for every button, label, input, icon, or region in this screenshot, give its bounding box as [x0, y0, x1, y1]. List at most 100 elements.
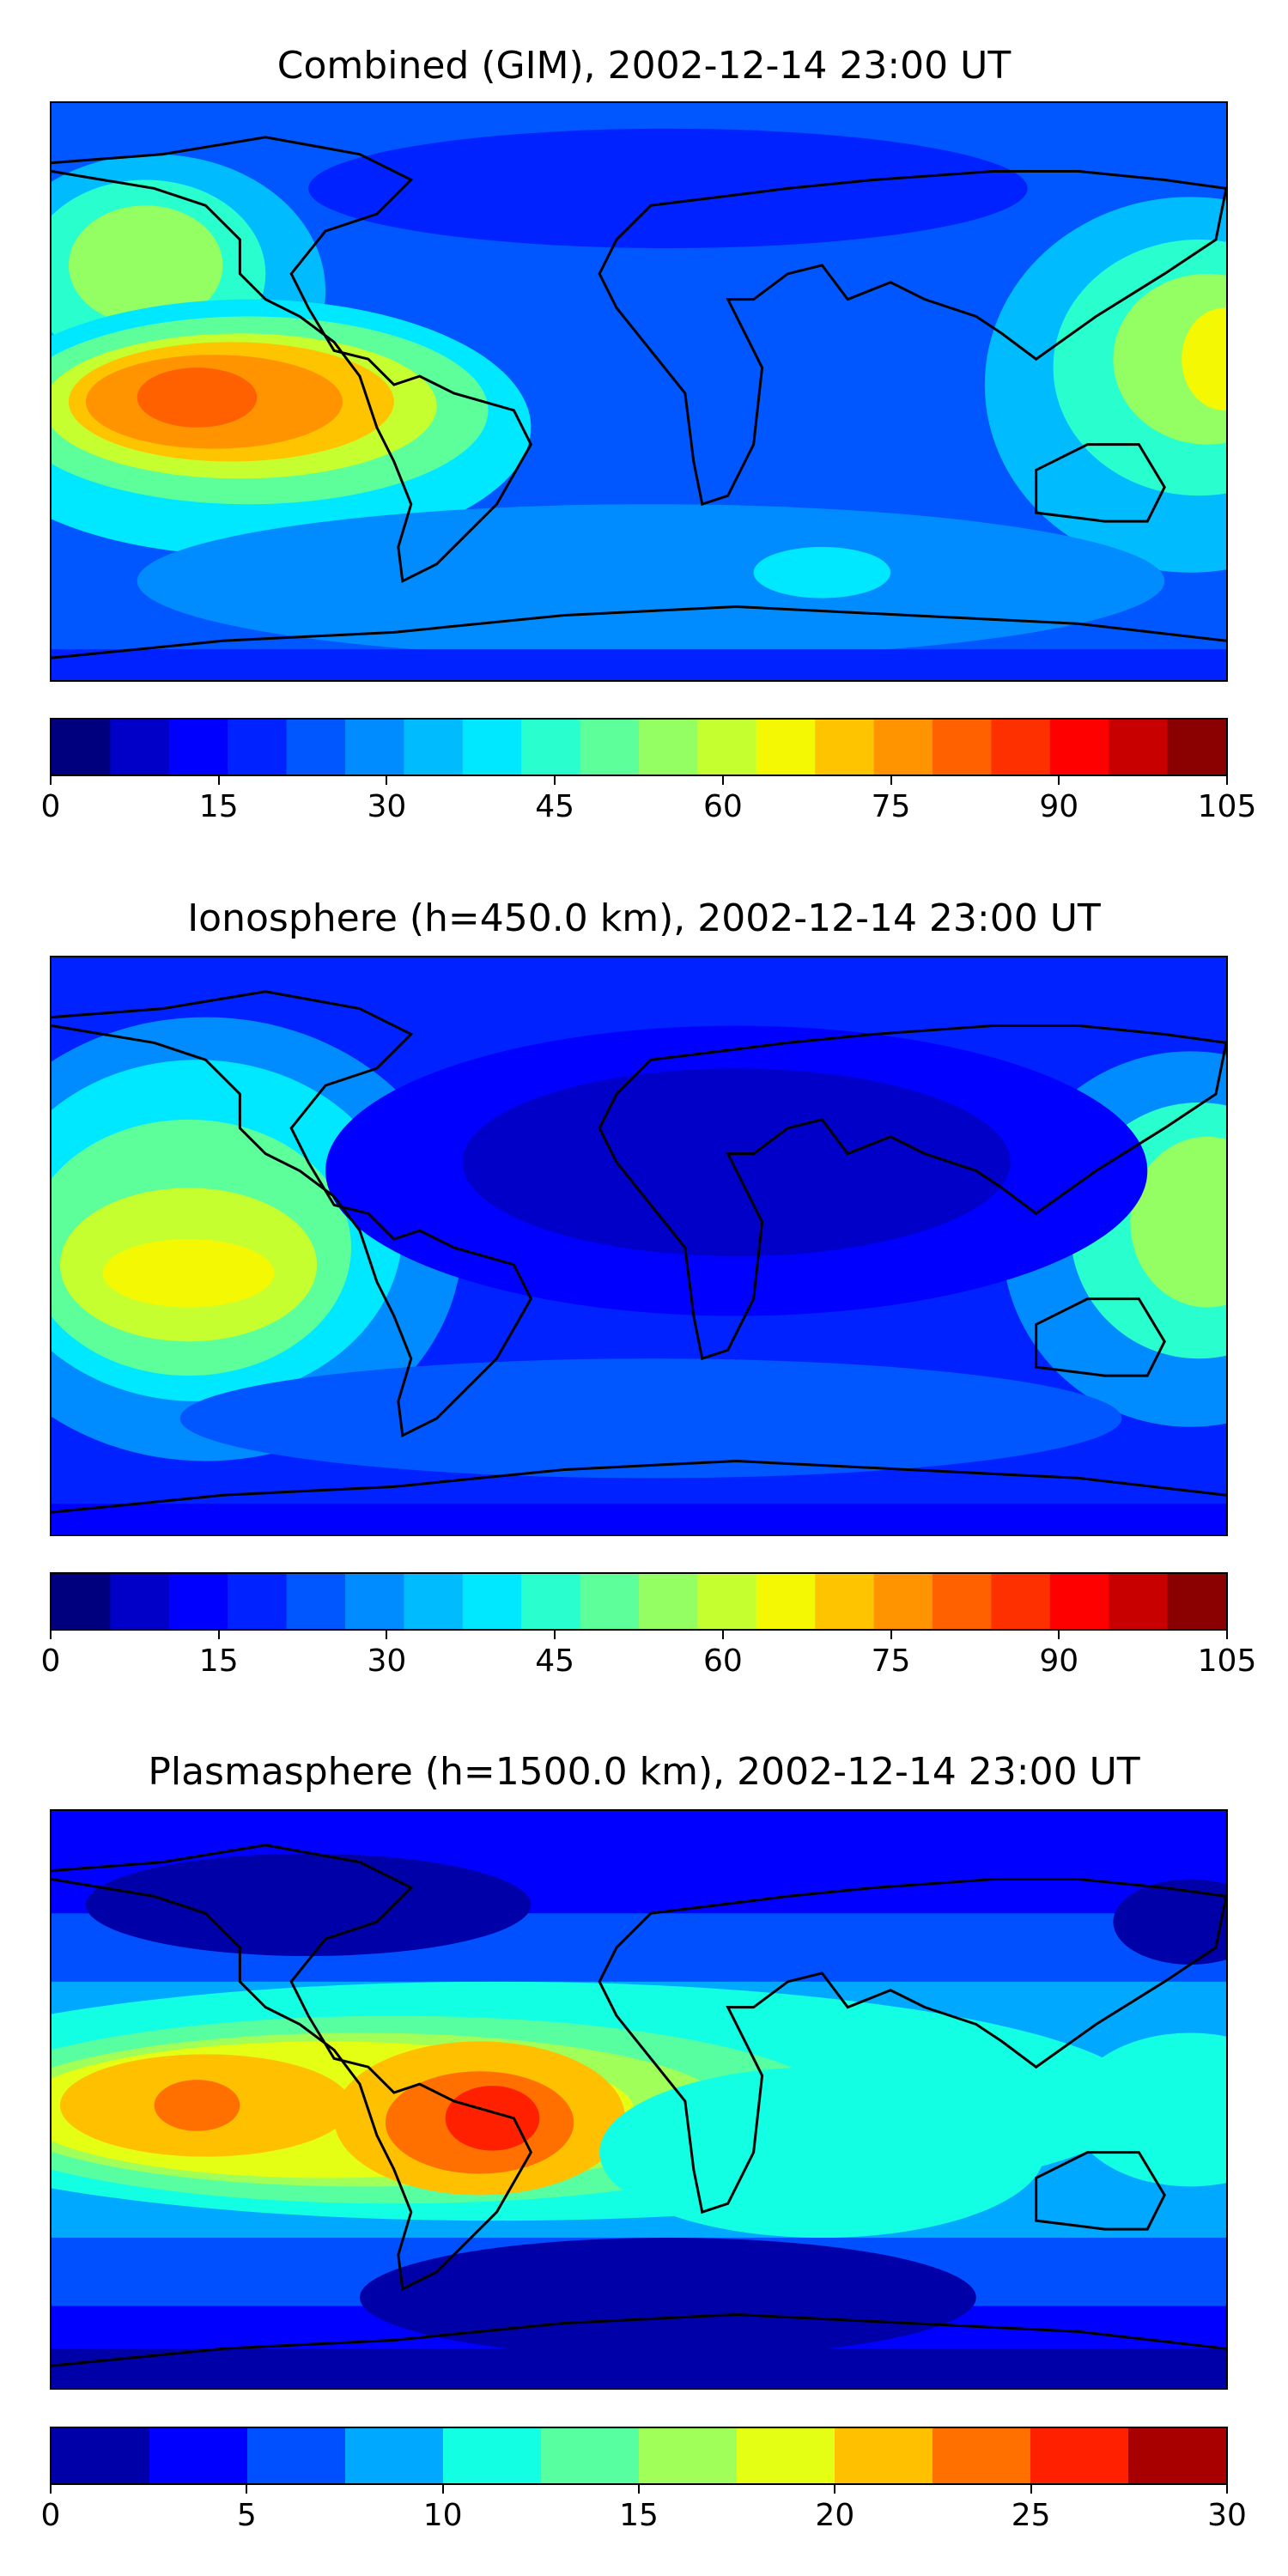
colorbar-tick-mark	[386, 776, 388, 785]
colorbar-tick-mark	[217, 1631, 220, 1639]
combined-tec-map	[52, 103, 1226, 680]
panel-2-map	[50, 956, 1228, 1536]
field-contour	[308, 128, 1028, 248]
colorbar-tick-mark	[217, 776, 220, 785]
colorbar-tick-label: 90	[1039, 789, 1079, 824]
colorbar-tick-label: 15	[198, 789, 239, 824]
colorbar-tick-label: 60	[702, 789, 743, 824]
ionosphere-tec-map	[52, 957, 1226, 1534]
colorbar-band	[1049, 720, 1109, 775]
colorbar-band	[1167, 1574, 1226, 1629]
coastlines	[52, 136, 1226, 659]
field-contour	[137, 504, 1165, 659]
field-contour	[1130, 1136, 1226, 1308]
colorbar-tick-mark	[890, 776, 892, 785]
colorbar-tick-mark	[721, 1631, 724, 1639]
field-contour	[52, 1504, 1226, 1534]
panel-2-colorbar	[50, 1572, 1228, 1631]
colorbar-band	[1128, 2428, 1226, 2483]
colorbar-tick-mark	[1058, 1631, 1060, 1639]
colorbar-band	[228, 1574, 288, 1629]
panel-3-colorbar	[50, 2427, 1228, 2485]
field-contour	[179, 1358, 1122, 1479]
colorbar-tick-label: 105	[1197, 789, 1257, 824]
colorbar-band	[521, 720, 581, 775]
field-contour	[753, 546, 891, 598]
colorbar-band	[639, 1574, 699, 1629]
field-contour	[85, 1853, 532, 1956]
colorbar-band	[1109, 720, 1169, 775]
colorbar-band	[404, 720, 464, 775]
colorbar-band	[110, 720, 170, 775]
colorbar-tick-mark	[441, 2485, 444, 2494]
colorbar-band	[933, 720, 993, 775]
colorbar-band	[815, 1574, 875, 1629]
colorbar-band	[521, 1574, 581, 1629]
field-contour	[462, 1068, 1011, 1256]
panel-1-title: Combined (GIM), 2002-12-14 23:00 UT	[276, 44, 1012, 88]
colorbar-tick-label: 0	[40, 1643, 61, 1679]
colorbar-tick-label: 25	[1011, 2498, 1051, 2533]
colorbar-band	[168, 720, 228, 775]
panel-3-title: Plasmasphere (h=1500.0 km), 2002-12-14 2…	[148, 1750, 1140, 1794]
colorbar-band	[228, 720, 288, 775]
colorbar-tick-label: 90	[1039, 1643, 1079, 1679]
colorbar-band	[247, 2428, 346, 2483]
colorbar-band	[345, 2428, 444, 2483]
colorbar-tick-mark	[50, 1631, 52, 1639]
field-contour	[102, 1239, 275, 1308]
colorbar-band	[110, 1574, 170, 1629]
colorbar-tick-mark	[1226, 1631, 1228, 1639]
colorbar-tick-mark	[554, 1631, 556, 1639]
colorbar-band	[286, 720, 346, 775]
colorbar-tick-label: 15	[198, 1643, 239, 1679]
colorbar-tick-label: 15	[619, 2498, 659, 2533]
colorbar-band	[52, 1574, 112, 1629]
colorbar-band	[404, 1574, 464, 1629]
colorbar-band	[345, 1574, 405, 1629]
field-contour	[52, 2348, 1226, 2388]
colorbar-band	[1109, 1574, 1169, 1629]
colorbar-tick-label: 75	[871, 789, 911, 824]
field-contour	[1113, 273, 1226, 445]
coastlines	[52, 990, 1226, 1514]
colorbar-band	[286, 1574, 346, 1629]
colorbar-tick-mark	[50, 776, 52, 785]
panel-2-title: Ionosphere (h=450.0 km), 2002-12-14 23:0…	[187, 896, 1101, 940]
colorbar-band	[442, 2428, 542, 2483]
colorbar-tick-mark	[554, 776, 556, 785]
colorbar-band	[149, 2428, 248, 2483]
colorbar-tick-mark	[721, 776, 724, 785]
colorbar-tick-label: 30	[367, 789, 407, 824]
colorbar-band	[580, 1574, 640, 1629]
colorbar-band	[756, 1574, 816, 1629]
colorbar-tick-label: 20	[815, 2498, 855, 2533]
colorbar-tick-mark	[386, 1631, 388, 1639]
panel-1-map	[50, 101, 1228, 682]
colorbar-tick-label: 75	[871, 1643, 911, 1679]
colorbar-bands	[52, 2428, 1226, 2483]
field-contour	[52, 649, 1226, 680]
colorbar-band	[462, 1574, 522, 1629]
colorbar-band	[52, 2428, 150, 2483]
colorbar-tick-mark	[638, 2485, 640, 2494]
colorbar-band	[639, 2428, 738, 2483]
plasmasphere-tec-map	[52, 1811, 1226, 2388]
colorbar-band	[756, 720, 816, 775]
colorbar-band	[639, 720, 699, 775]
panel-3-colorbar-ticks: 0 5 10 15 20 25 30	[41, 2485, 1247, 2537]
colorbar-band	[168, 1574, 228, 1629]
colorbar-band	[933, 2428, 1031, 2483]
colorbar-band	[873, 720, 933, 775]
panel-3-map	[50, 1809, 1228, 2390]
colorbar-band	[873, 1574, 933, 1629]
colorbar-band	[541, 2428, 640, 2483]
colorbar-band	[736, 2428, 835, 2483]
field-contour	[137, 368, 258, 428]
field-contour	[445, 2086, 540, 2151]
field-contour	[1182, 307, 1226, 410]
field-contour	[1070, 2032, 1226, 2187]
colorbar-tick-label: 45	[535, 1643, 575, 1679]
colorbar-tick-label: 30	[367, 1643, 407, 1679]
colorbar-tick-mark	[1226, 2485, 1228, 2494]
